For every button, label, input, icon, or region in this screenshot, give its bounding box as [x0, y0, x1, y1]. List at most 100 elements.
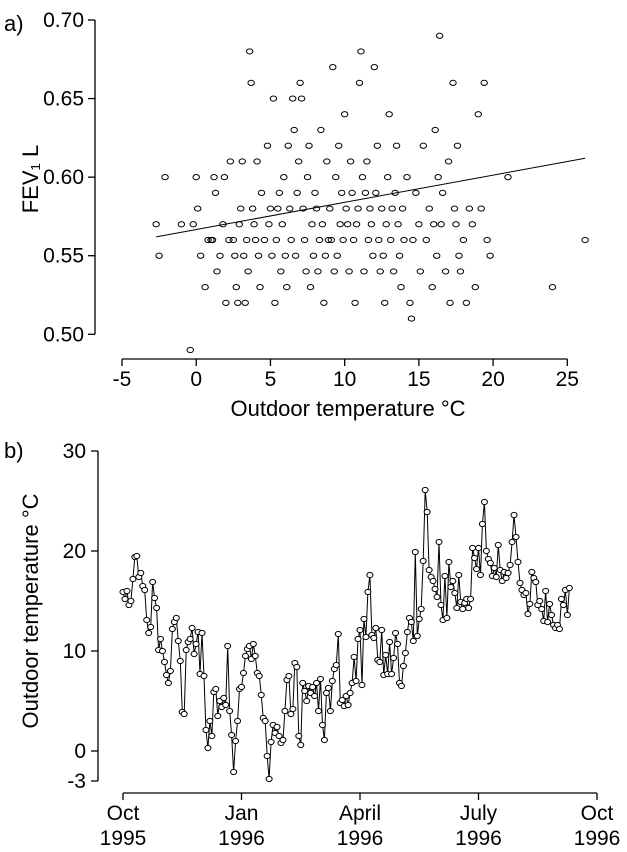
series-point [249, 640, 257, 648]
series-point [356, 626, 364, 634]
series-point [437, 601, 445, 609]
series-point [504, 569, 512, 577]
series-point [429, 577, 437, 585]
series-point [160, 658, 168, 666]
series-point [376, 658, 384, 666]
series-point [532, 578, 540, 586]
series-point [360, 615, 368, 623]
x-tick-year-b: 1996 [337, 827, 384, 850]
series-point [486, 559, 494, 567]
series-point [565, 584, 573, 592]
series-point [480, 498, 488, 506]
scatter-point [300, 236, 309, 244]
series-point [502, 574, 510, 582]
scatter-point [348, 189, 356, 196]
series-point [555, 625, 563, 633]
series-point [467, 595, 475, 603]
scatter-point [201, 284, 209, 291]
ticks-b: -30102030Oct1995Jan1996April1996July1996… [63, 440, 621, 850]
series-point [459, 605, 467, 613]
trend-line-group [156, 157, 586, 238]
x-tick-year-b: 1996 [218, 827, 265, 850]
scatter-point [361, 189, 370, 196]
scatter-point [226, 158, 235, 165]
series-point [257, 691, 265, 699]
y-tick-label-b: 30 [63, 440, 86, 463]
scatter-point [366, 205, 374, 212]
series-point [494, 541, 502, 549]
scatter-point [388, 205, 396, 212]
scatter-point [250, 221, 258, 228]
x-tick-month-b: Oct [107, 802, 140, 825]
series-point [445, 558, 453, 566]
series-point [399, 662, 407, 670]
scatter-point [446, 299, 454, 306]
series-point [443, 614, 451, 622]
series-point [338, 696, 346, 704]
series-point [141, 586, 149, 594]
scatter-point [431, 126, 439, 134]
series-point [263, 752, 271, 760]
scatter-point [266, 205, 275, 212]
scatter-point [247, 79, 255, 86]
scatter-point [385, 111, 393, 118]
series-point [232, 737, 240, 745]
series-point [366, 571, 374, 579]
y-axis-label-a: FEV₁ L [18, 145, 43, 214]
scatter-point [329, 64, 337, 71]
scatter-point [263, 142, 272, 149]
scatter-point [330, 268, 338, 275]
series-point [127, 597, 135, 605]
scatter-point [253, 158, 261, 165]
scatter-point [386, 236, 395, 244]
series-point [164, 679, 172, 687]
scatter-point [465, 205, 474, 212]
scatter-point [269, 95, 278, 102]
series-point [311, 692, 319, 700]
scatter-point [369, 252, 377, 259]
series-point [372, 624, 380, 632]
scatter-point [364, 236, 373, 244]
series-point [129, 575, 137, 583]
series-point [208, 732, 216, 740]
scatter-point [291, 252, 300, 259]
scatter-point [360, 268, 368, 275]
series-point [159, 647, 166, 655]
scatter-point [372, 189, 380, 196]
series-point [157, 635, 165, 643]
scatter-point [346, 158, 355, 165]
scatter-point [332, 174, 340, 181]
scatter-point [278, 221, 287, 228]
scatter-point [468, 221, 477, 228]
scatter-point [161, 174, 169, 181]
series-point [453, 604, 461, 612]
series-point [137, 569, 145, 577]
panel-b-timeseries: b) Outdoor temperature °C -30102030Oct19… [4, 438, 620, 850]
series-point [344, 701, 352, 709]
panel-b-label: b) [4, 438, 24, 463]
scatter-point [280, 174, 288, 181]
series-point [526, 600, 534, 608]
scatter-point [456, 268, 465, 275]
scatter-point [378, 205, 386, 212]
series-point [241, 652, 249, 660]
series-point [151, 594, 159, 602]
scatter-point [220, 174, 229, 181]
scatter-points [152, 32, 589, 354]
series-point [174, 637, 182, 645]
series-point [401, 649, 409, 657]
x-tick-label-a: 10 [333, 368, 356, 391]
scatter-point [409, 236, 417, 244]
series-point [206, 717, 214, 725]
scatter-point [318, 221, 327, 228]
ticks-a: 0.50 0.55 0.60 0.65 0.70 -5 0 5 10 15 20 25 [43, 9, 579, 391]
scatter-point [241, 299, 249, 306]
series-point [492, 573, 500, 581]
series-point [143, 616, 151, 624]
series-point [328, 677, 336, 685]
series-point [449, 577, 457, 585]
x-tick-month-b: July [460, 802, 498, 825]
series-point [190, 650, 198, 658]
scatter-point [434, 174, 442, 181]
